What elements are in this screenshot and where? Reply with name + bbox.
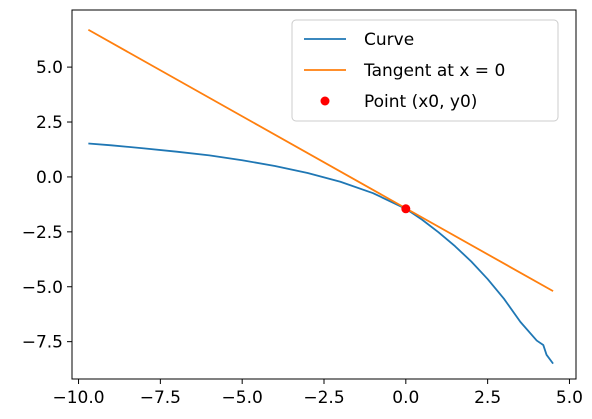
x-tick-label: 5.0 [556,388,583,408]
plot-area [87,28,554,365]
legend-box [291,19,559,122]
legend-label: Tangent at x = 0 [363,61,505,81]
legend: Curve Tangent at x = 0 Point (x0, y0) [291,19,559,122]
axis-ticks: −10.0 −7.5 −5.0 −2.5 0.0 2.5 5.0 5.0 2.5 0.0 −2.5 −… [22,58,583,408]
x-tick-label: −5.0 [222,388,263,408]
legend-label: Curve [364,30,414,50]
x-tick-label: 0.0 [392,388,419,408]
series-line-0 [88,142,554,365]
y-tick-label: 5.0 [36,58,63,78]
y-tick-label: 2.5 [36,113,63,133]
y-tick-label: −2.5 [22,223,63,243]
x-tick-label: −2.5 [303,388,344,408]
scatter-point [401,204,411,214]
legend-label: Point (x0, y0) [364,92,477,112]
y-tick-label: 0.0 [36,168,63,188]
x-tick-label: −10.0 [52,388,104,408]
x-tick-label: 2.5 [474,388,501,408]
y-tick-label: −5.0 [22,278,63,298]
series-line-1 [87,28,554,292]
y-tick-label: −7.5 [22,333,63,353]
legend-marker-swatch [320,96,330,106]
x-tick-label: −7.5 [140,388,181,408]
